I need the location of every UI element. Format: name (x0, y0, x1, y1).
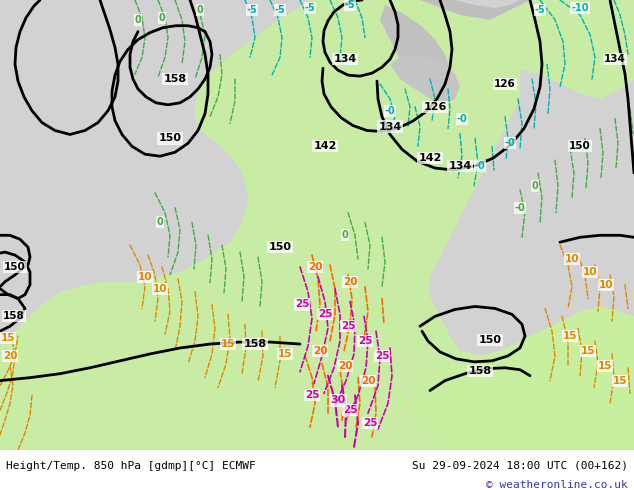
Text: 0: 0 (342, 230, 348, 240)
Text: -0: -0 (475, 161, 486, 171)
Text: 15: 15 (581, 346, 595, 356)
Text: 10: 10 (598, 280, 613, 290)
Text: 0: 0 (197, 5, 204, 15)
Text: 158: 158 (469, 366, 491, 376)
Text: 126: 126 (494, 79, 516, 89)
Text: 0: 0 (158, 13, 165, 23)
Text: 25: 25 (363, 418, 377, 428)
Polygon shape (370, 0, 634, 99)
Polygon shape (420, 0, 530, 20)
Text: 20: 20 (3, 351, 17, 361)
Text: 25: 25 (318, 309, 332, 319)
Text: 30: 30 (330, 395, 346, 405)
Text: 134: 134 (604, 54, 626, 64)
Text: 25: 25 (358, 336, 372, 346)
Text: 126: 126 (424, 102, 447, 112)
Text: 150: 150 (569, 141, 591, 151)
Text: 134: 134 (333, 54, 356, 64)
Text: 0: 0 (157, 218, 164, 227)
Polygon shape (0, 0, 634, 450)
Text: 150: 150 (479, 335, 501, 345)
Text: 142: 142 (418, 153, 442, 163)
Polygon shape (0, 0, 634, 450)
Text: 25: 25 (305, 391, 320, 400)
Text: 15: 15 (598, 361, 612, 371)
Polygon shape (410, 306, 634, 450)
Text: Su 29-09-2024 18:00 UTC (00+162): Su 29-09-2024 18:00 UTC (00+162) (411, 461, 628, 471)
Text: 25: 25 (295, 299, 309, 310)
Text: -5: -5 (247, 5, 257, 15)
Text: 10: 10 (565, 254, 579, 264)
Text: 158: 158 (164, 74, 186, 84)
Text: 20: 20 (313, 346, 327, 356)
Text: -5: -5 (275, 5, 285, 15)
Text: 15: 15 (563, 331, 577, 341)
Text: 20: 20 (361, 376, 375, 386)
Text: -5: -5 (534, 5, 545, 15)
Text: 15: 15 (1, 333, 15, 343)
Text: 150: 150 (158, 133, 181, 144)
Text: 142: 142 (313, 141, 337, 151)
Text: -0: -0 (505, 138, 515, 148)
Text: 158: 158 (243, 339, 266, 349)
Polygon shape (0, 0, 634, 450)
Text: -0: -0 (515, 202, 526, 213)
Text: 150: 150 (269, 242, 292, 252)
Text: 134: 134 (378, 122, 401, 131)
Text: 158: 158 (3, 311, 25, 321)
Text: 0: 0 (532, 181, 538, 191)
Text: 15: 15 (221, 339, 235, 349)
Text: 20: 20 (307, 262, 322, 272)
Text: 134: 134 (448, 161, 472, 171)
Text: 25: 25 (343, 405, 357, 416)
Text: -0: -0 (456, 114, 467, 123)
Text: 15: 15 (278, 349, 292, 359)
Text: 20: 20 (343, 277, 357, 287)
Text: 10: 10 (153, 284, 167, 294)
Text: 150: 150 (4, 262, 26, 272)
Text: 10: 10 (138, 272, 152, 282)
Text: 25: 25 (340, 321, 355, 331)
Polygon shape (390, 54, 460, 104)
Text: 10: 10 (583, 267, 597, 277)
Text: 15: 15 (612, 376, 627, 386)
Polygon shape (0, 450, 634, 490)
Text: -5: -5 (345, 0, 356, 10)
Text: -10: -10 (571, 3, 589, 13)
Text: -0: -0 (385, 106, 396, 116)
Text: 25: 25 (375, 351, 389, 361)
Text: Height/Temp. 850 hPa [gdmp][°C] ECMWF: Height/Temp. 850 hPa [gdmp][°C] ECMWF (6, 461, 256, 471)
Text: 20: 20 (338, 361, 353, 371)
Text: © weatheronline.co.uk: © weatheronline.co.uk (486, 480, 628, 490)
Polygon shape (380, 5, 450, 79)
Text: -5: -5 (304, 3, 315, 13)
Text: 0: 0 (134, 15, 141, 25)
